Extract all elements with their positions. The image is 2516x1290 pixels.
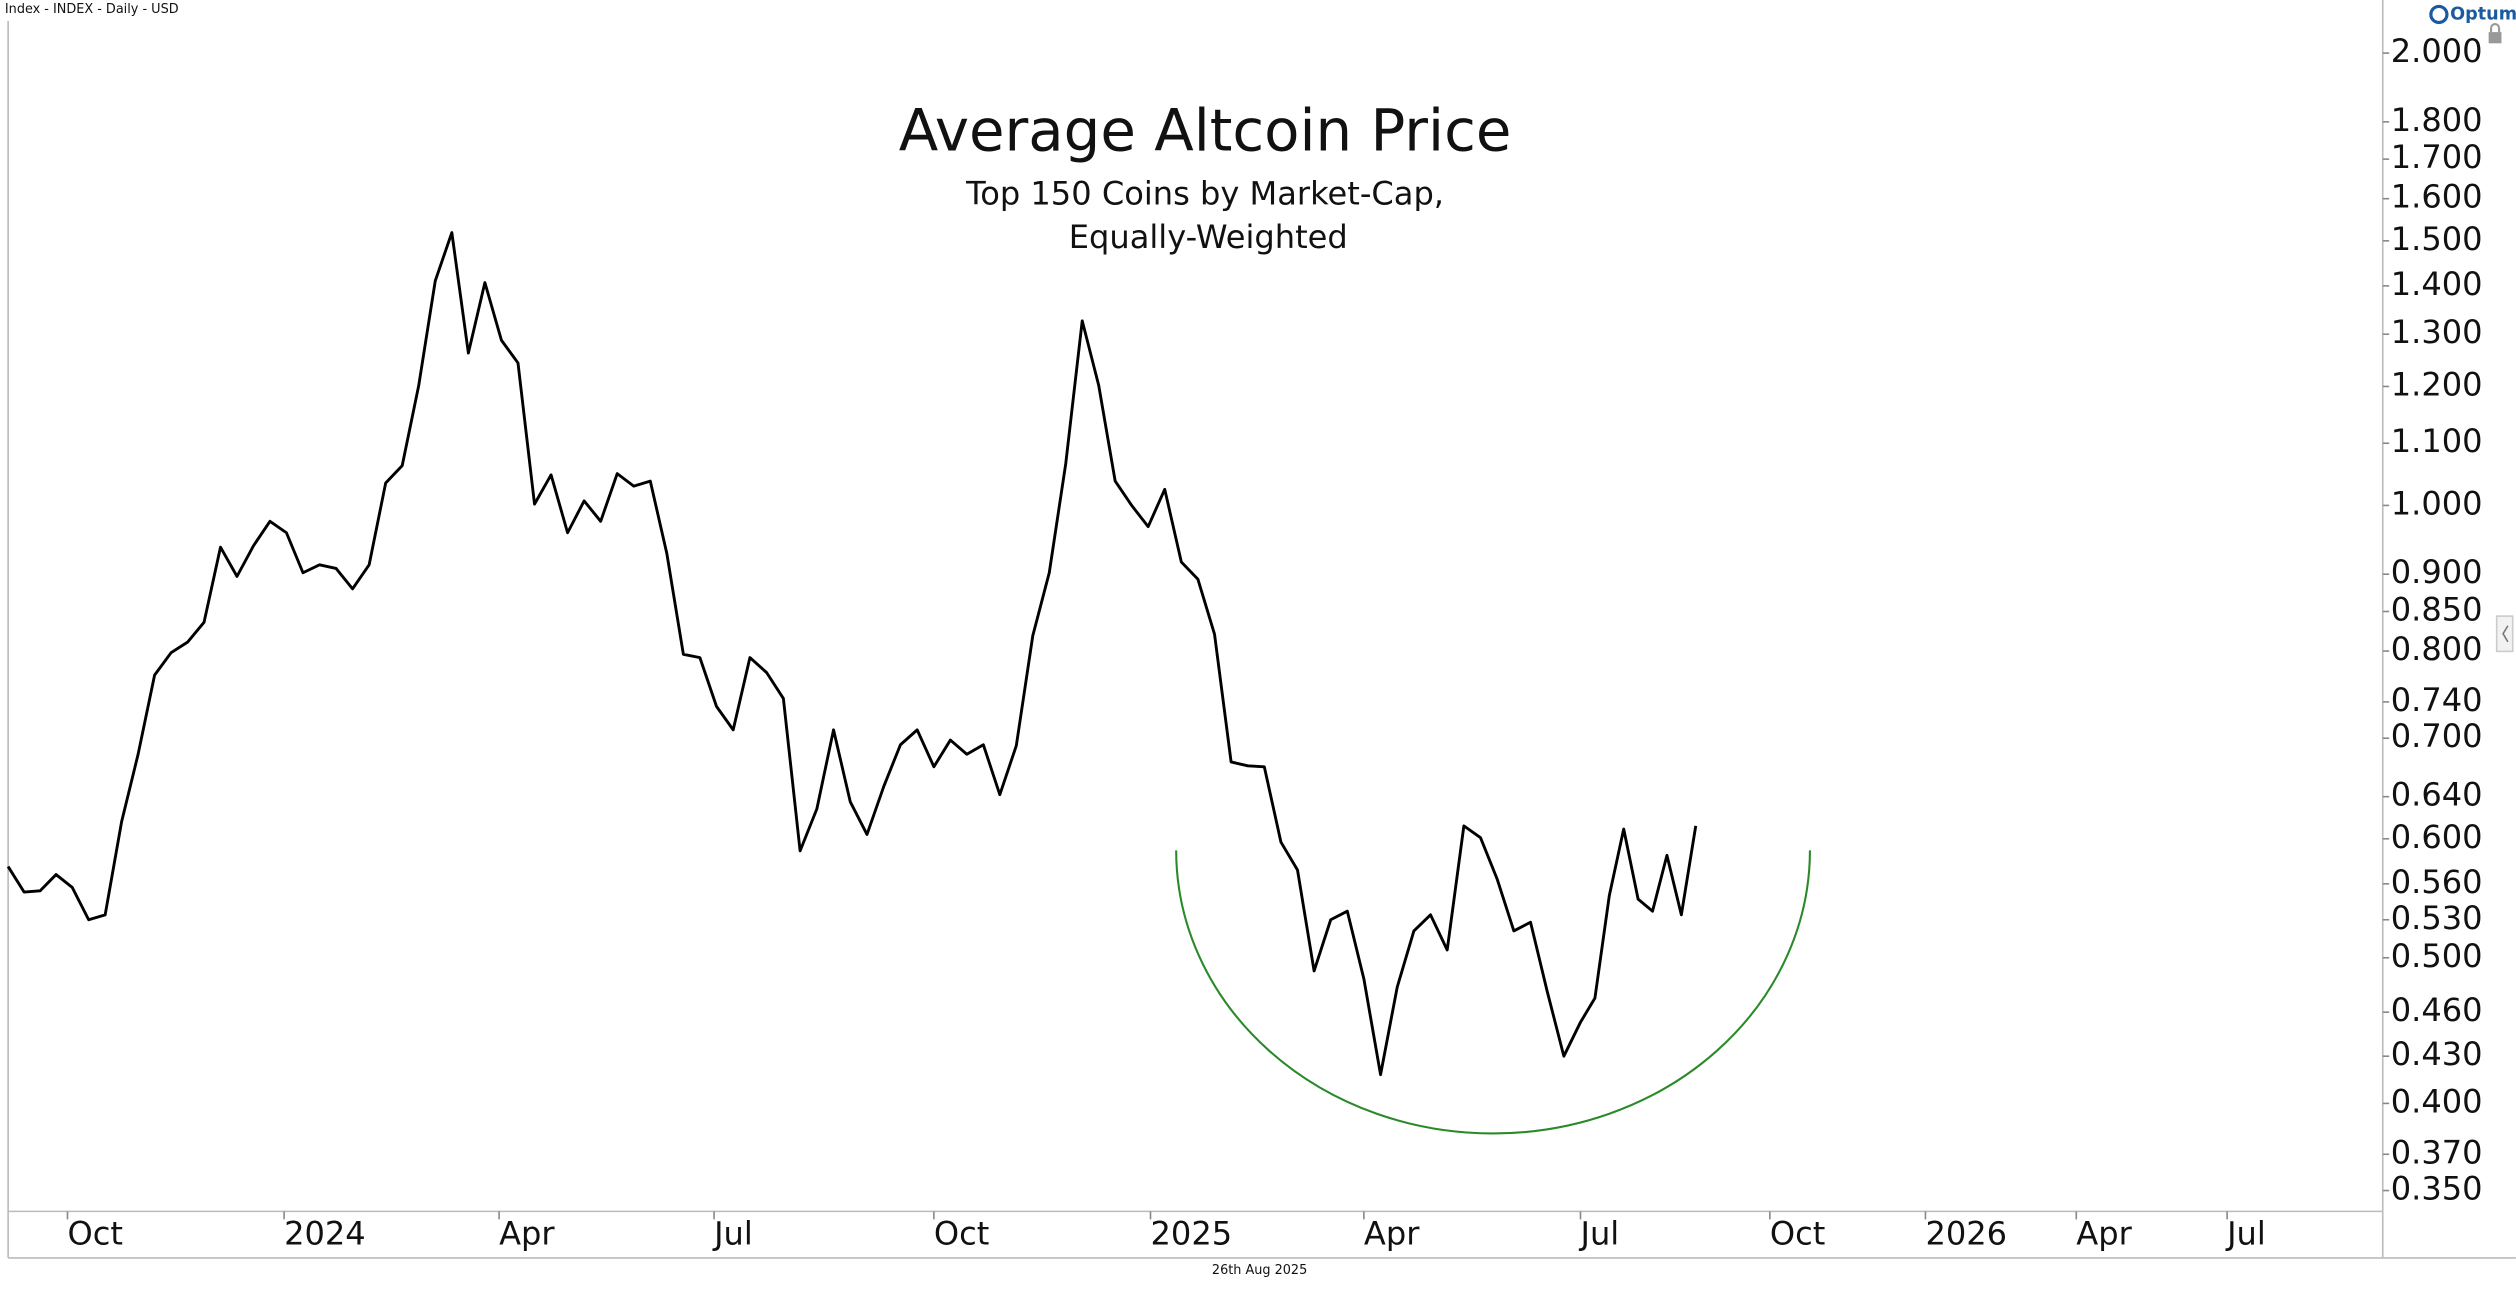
y-tick-label: 0.700 [2391,717,2483,755]
y-tick-label: 1.400 [2391,265,2483,303]
x-tick-label: Jul [1579,1214,1620,1252]
y-tick-label: 0.400 [2391,1082,2483,1120]
y-tick-label: 0.430 [2391,1035,2483,1073]
x-tick-label: 2026 [1925,1214,2007,1252]
price-line [6,231,1698,1077]
y-tick-label: 0.600 [2391,818,2483,856]
chart-subtitle: Top 150 Coins by Market-Cap, [965,175,1444,213]
y-tick-label: 0.640 [2391,776,2483,814]
y-tick-label: 0.500 [2391,937,2483,975]
x-tick-label: Jul [712,1214,753,1252]
header: Index - INDEX - Daily - USD [5,2,179,17]
y-tick-label: 0.850 [2391,590,2483,628]
x-tick-label: Oct [1770,1214,1825,1252]
lock-icon [2488,32,2502,44]
y-tick-label: 0.800 [2391,630,2483,668]
y-tick-label: 1.700 [2391,138,2483,176]
y-tick-label: 1.800 [2391,101,2483,139]
lock-icon [2489,23,2501,33]
y-tick-label: 1.000 [2391,484,2483,522]
chart-subtitle: Equally-Weighted [1069,218,1348,256]
panel-toggle-arrow [2502,625,2509,643]
x-tick-label: 2025 [1151,1214,1233,1252]
y-tick-label: 1.300 [2391,313,2483,351]
y-tick-label: 1.500 [2391,220,2483,258]
y-tick-label: 0.460 [2391,991,2483,1029]
y-tick-label: 0.560 [2391,863,2483,901]
chart-title: Average Altcoin Price [899,96,1512,164]
x-tick-label: 2024 [284,1214,366,1252]
logo-icon [2429,4,2449,25]
y-tick-label: 0.530 [2391,899,2483,937]
x-tick-label: Oct [67,1214,122,1252]
rounding-bottom-arc [1175,850,1811,1135]
x-tick-label: Apr [2076,1214,2132,1252]
y-tick-label: 1.200 [2391,365,2483,403]
y-tick-label: 0.350 [2391,1170,2483,1208]
x-tick-label: Apr [499,1214,555,1252]
y-tick-label: 1.600 [2391,178,2483,216]
y-tick-label: 0.900 [2391,553,2483,591]
x-tick-label: Oct [934,1214,989,1252]
y-tick-label: 0.740 [2391,681,2483,719]
y-tick-label: 1.100 [2391,422,2483,460]
logo: Optuma [2450,4,2516,24]
y-tick-label: 0.370 [2391,1133,2483,1171]
x-tick-label: Apr [1364,1214,1420,1252]
y-tick-label: 2.000 [2391,32,2483,70]
x-tick-label: Jul [2225,1214,2266,1252]
panel-toggle[interactable] [2495,615,2514,653]
footer-date: 26th Aug 2025 [1212,1263,1307,1278]
